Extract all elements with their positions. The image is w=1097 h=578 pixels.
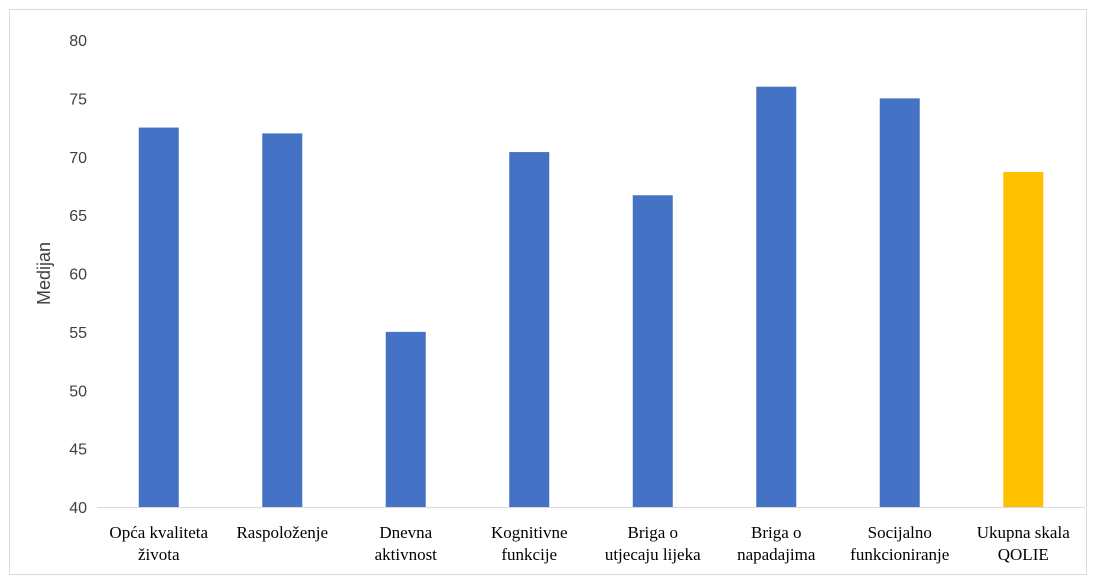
- x-axis-labels: Opća kvaliteta života Raspoloženje Dnevna ak…: [109, 523, 1070, 564]
- x-tick-label: Briga o napadajima: [737, 523, 816, 564]
- bar: [509, 152, 550, 507]
- x-tick-label: Dnevna aktivnost: [375, 523, 438, 564]
- bars: [138, 86, 1044, 508]
- bar: [756, 86, 797, 507]
- y-tick-label: 80: [69, 33, 87, 50]
- y-tick-label: 40: [69, 500, 87, 517]
- y-tick-label: 65: [69, 208, 87, 225]
- bar: [138, 127, 179, 507]
- x-tick-label: Opća kvaliteta života: [109, 523, 208, 564]
- y-tick-label: 45: [69, 442, 87, 459]
- bar: [632, 195, 673, 507]
- bar: [1003, 171, 1044, 508]
- y-axis-ticks: 40 45 50 55 60 65 70 75 80: [69, 33, 87, 517]
- y-tick-label: 50: [69, 383, 87, 400]
- x-tick-label: Raspoloženje: [236, 523, 328, 542]
- x-tick-label: Kognitivne funkcije: [491, 523, 568, 564]
- x-tick-label: Briga o utjecaju lijeka: [605, 523, 701, 564]
- y-axis-label: Medijan: [34, 242, 54, 305]
- bar: [385, 331, 426, 507]
- y-tick-label: 70: [69, 150, 87, 167]
- bar: [262, 133, 303, 507]
- bar: [879, 98, 920, 507]
- x-tick-label: Socijalno funkcioniranje: [850, 523, 949, 564]
- y-tick-label: 55: [69, 325, 87, 342]
- x-tick-label: Ukupna skala QOLIE: [977, 523, 1070, 564]
- y-tick-label: 75: [69, 91, 87, 108]
- y-tick-label: 60: [69, 267, 87, 284]
